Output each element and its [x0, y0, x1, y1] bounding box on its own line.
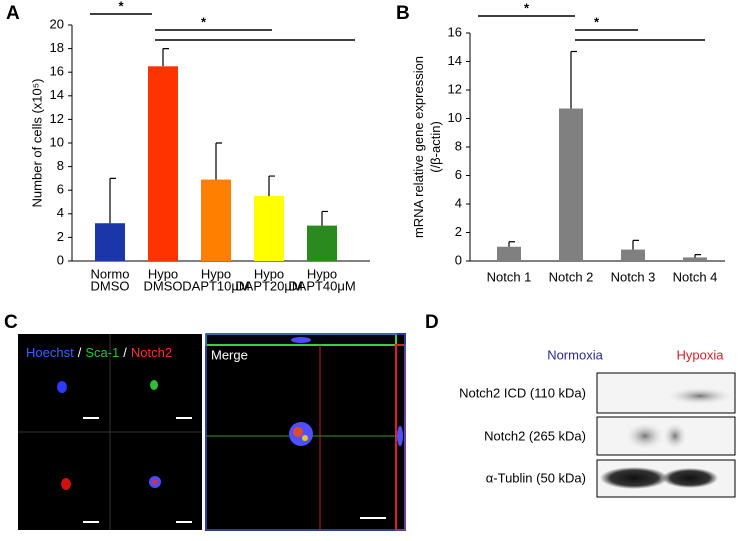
y-tick-label: 18	[50, 40, 64, 55]
x-tick-label: Notch 2	[549, 269, 594, 284]
separator: /	[123, 345, 127, 360]
significance-star: *	[118, 0, 124, 13]
cell	[302, 435, 308, 441]
x-tick-label: Normo	[90, 266, 129, 281]
band	[662, 468, 718, 488]
cell	[57, 381, 67, 393]
condition: Hypoxia	[677, 347, 725, 362]
error-bar	[109, 177, 116, 224]
y-tick-label: 10	[448, 110, 462, 125]
y-tick-label: 6	[57, 182, 64, 197]
y-tick-label: 2	[455, 224, 462, 239]
y-tick-label: 4	[57, 205, 64, 220]
cell	[61, 478, 71, 490]
x-tick-label: Hypo	[148, 266, 178, 281]
y-tick-label: 8	[57, 158, 64, 173]
panel-label: B	[396, 3, 410, 24]
bar	[201, 179, 231, 261]
x-tick-label: Hypo	[254, 266, 284, 281]
x-tick-label: DMSO	[91, 278, 130, 293]
band	[666, 387, 734, 405]
bar	[254, 196, 284, 261]
y-axis-label: (/β-actin)	[428, 121, 443, 173]
bar	[497, 246, 521, 261]
panel-label: A	[6, 3, 20, 24]
x-tick-label: Hypo	[307, 266, 337, 281]
y-tick-label: 12	[448, 81, 462, 96]
cell	[291, 337, 311, 343]
y-tick-label: 14	[50, 87, 64, 102]
significance-star: *	[524, 0, 530, 15]
cell	[293, 427, 303, 437]
x-tick-label: DAPT20μM	[235, 278, 302, 293]
significance-star: *	[201, 14, 207, 29]
bar	[148, 66, 178, 261]
x-tick-label: Notch 3	[611, 269, 656, 284]
x-tick-label: Notch 1	[487, 269, 532, 284]
bar	[621, 249, 645, 261]
channel: Hoechst	[26, 345, 74, 360]
band-label: Notch2 (265 kDa)	[484, 428, 586, 443]
y-tick-label: 10	[50, 134, 64, 149]
channel: Sca-1	[85, 345, 119, 360]
channel-labels: Hoechst / Sca-1/Notch2	[26, 345, 172, 360]
cell	[152, 479, 158, 485]
bar	[559, 108, 583, 262]
error-bar	[215, 142, 222, 180]
significance-star: *	[594, 14, 600, 29]
y-tick-label: 20	[50, 16, 64, 31]
y-tick-label: 14	[448, 53, 462, 68]
bar	[307, 225, 337, 261]
merge-label: Merge	[211, 347, 248, 362]
error-bar	[508, 241, 515, 247]
y-tick-label: 2	[57, 229, 64, 244]
band-label: Notch2 ICD (110 kDa)	[459, 385, 586, 400]
y-tick-label: 12	[50, 111, 64, 126]
x-tick-label: Hypo	[201, 266, 231, 281]
cell	[150, 380, 158, 390]
band	[600, 467, 668, 489]
condition: Normoxia	[547, 347, 603, 362]
channel: Notch2	[131, 345, 172, 360]
y-tick-label: 4	[455, 195, 462, 210]
y-axis-label: Number of cells (x10⁵)	[29, 79, 44, 208]
error-bar	[632, 239, 639, 250]
panel-label: C	[4, 312, 18, 333]
y-tick-label: 0	[455, 252, 462, 267]
y-tick-label: 16	[448, 24, 462, 39]
error-bar	[570, 50, 577, 109]
band	[625, 422, 665, 450]
bar	[683, 257, 707, 261]
y-axis-label: mRNA relative gene expression	[411, 56, 426, 238]
x-tick-label: DAPT10μM	[182, 278, 249, 293]
cell	[397, 426, 403, 446]
band	[663, 422, 687, 450]
merge-frame	[205, 333, 406, 531]
error-bar	[694, 253, 701, 258]
y-tick-label: 8	[455, 138, 462, 153]
x-tick-label: DMSO	[144, 278, 183, 293]
error-bar	[268, 175, 275, 197]
band-label: α-Tublin (50 kDa)	[486, 470, 586, 485]
x-tick-label: DAPT40μM	[288, 278, 355, 293]
microscopy: Hoechst / Sca-1/Notch2 Merge	[18, 333, 406, 531]
error-bar	[162, 48, 169, 67]
y-tick-label: 16	[50, 64, 64, 79]
scale-bars	[83, 417, 192, 523]
separator: /	[78, 345, 82, 360]
bar	[95, 223, 125, 261]
panel-label: D	[425, 312, 439, 333]
y-tick-label: 0	[57, 252, 64, 267]
western-blot: Normoxia Hypoxia Notch2 ICD (110 kDa) No…	[459, 347, 736, 498]
x-tick-label: Notch 4	[673, 269, 718, 284]
error-bar	[321, 210, 328, 226]
y-tick-label: 6	[455, 167, 462, 182]
